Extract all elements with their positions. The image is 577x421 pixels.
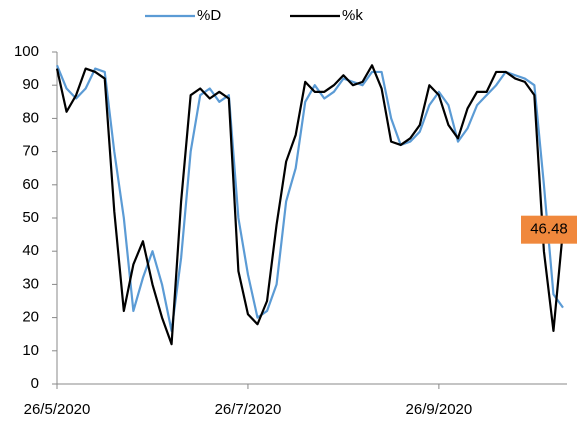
last-value-box bbox=[521, 215, 577, 244]
y-tick-label: 70 bbox=[22, 143, 39, 160]
x-tick-label: 26/9/2020 bbox=[406, 401, 473, 418]
series-line bbox=[55, 64, 565, 346]
y-tick-label: 40 bbox=[22, 242, 39, 259]
legend-label: %D bbox=[197, 7, 221, 24]
y-tick-label: 100 bbox=[14, 43, 39, 60]
y-tick-label: 80 bbox=[22, 109, 39, 126]
y-tick-label: 0 bbox=[31, 375, 39, 392]
x-tick-label: 26/7/2020 bbox=[215, 401, 282, 418]
y-tick-label: 50 bbox=[22, 209, 39, 226]
y-tick-label: 60 bbox=[22, 176, 39, 193]
last-value-label: 46.48 bbox=[530, 221, 568, 238]
series-line bbox=[55, 64, 564, 332]
x-tick-label: 26/5/2020 bbox=[24, 401, 91, 418]
y-tick-label: 30 bbox=[22, 275, 39, 292]
legend-label: %k bbox=[342, 7, 363, 24]
y-tick-label: 20 bbox=[22, 309, 39, 326]
y-tick-label: 10 bbox=[22, 342, 39, 359]
y-tick-label: 90 bbox=[22, 76, 39, 93]
